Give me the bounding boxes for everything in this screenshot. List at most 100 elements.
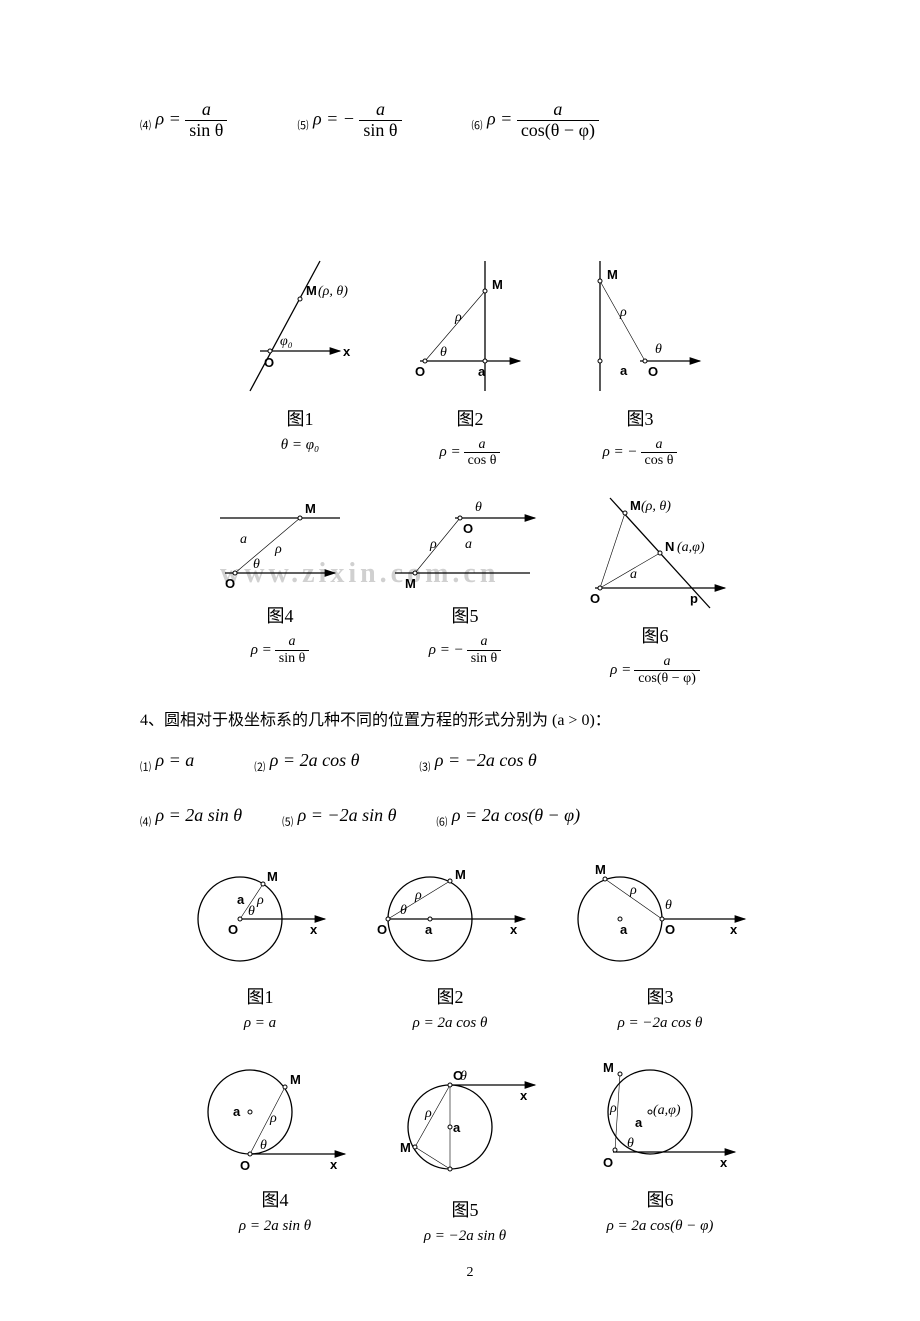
svg-text:ρ: ρ	[274, 542, 282, 557]
svg-text:M: M	[492, 277, 503, 292]
svg-text:a: a	[465, 537, 472, 552]
svg-text:a: a	[233, 1104, 241, 1119]
svg-text:O: O	[590, 591, 600, 606]
svg-text:x: x	[343, 344, 351, 359]
line-fig1-svg: M (ρ, θ) O x φ₀	[230, 251, 370, 401]
svg-text:θ: θ	[627, 1136, 634, 1151]
svg-text:θ: θ	[440, 345, 447, 360]
svg-text:θ: θ	[400, 903, 407, 918]
circle-fig4: M O x a ρ θ 图4 ρ = 2a sin θ	[195, 1052, 355, 1245]
svg-text:a: a	[240, 532, 247, 547]
line-fig5: M O θ ρ a 图5 ρ = −asin θ	[385, 488, 545, 686]
eq5: ⑸ ρ = − asin θ	[297, 100, 401, 141]
svg-text:O: O	[415, 364, 425, 379]
equation-row-2a: ⑴ ρ = a ⑵ ρ = 2a cos θ ⑶ ρ = −2a cos θ	[140, 750, 800, 775]
svg-text:ρ: ρ	[454, 310, 462, 325]
circle-fig1-svg: M O x a ρ θ	[185, 859, 335, 979]
circle-figures-row1: M O x a ρ θ 图1 ρ = a M O x a ρ θ 图2 ρ = …	[140, 859, 800, 1032]
svg-text:N: N	[665, 539, 674, 554]
line-fig3: M O ρ θ a 图3 ρ = −acos θ	[570, 251, 710, 469]
svg-text:M: M	[455, 867, 466, 882]
line-fig1: M (ρ, θ) O x φ₀ 图1 θ = φ₀	[230, 251, 370, 469]
svg-text:(ρ, θ): (ρ, θ)	[641, 499, 671, 514]
svg-text:θ: θ	[253, 557, 260, 572]
svg-text:O: O	[603, 1155, 613, 1170]
svg-text:ρ: ρ	[256, 893, 264, 908]
eq4: ⑷ ρ = asin θ	[140, 100, 227, 141]
svg-text:(a,φ): (a,φ)	[653, 1103, 681, 1118]
svg-text:O: O	[228, 922, 238, 937]
line-fig5-svg: M O θ ρ a	[385, 488, 545, 598]
svg-text:θ: θ	[655, 342, 662, 357]
svg-text:a: a	[237, 892, 245, 907]
line-figures-row2: M O a ρ θ 图4 ρ =asin θ M O θ ρ a 图5 ρ = …	[140, 488, 800, 686]
svg-text:O: O	[225, 576, 235, 591]
svg-text:a: a	[478, 364, 486, 379]
eq6: ⑹ ρ = acos(θ − φ)	[472, 100, 599, 141]
svg-text:M: M	[607, 267, 618, 282]
line-fig4: M O a ρ θ 图4 ρ =asin θ	[205, 488, 355, 686]
svg-text:M: M	[595, 862, 606, 877]
line-fig2-svg: M O ρ θ a	[400, 251, 540, 401]
circle-figures-row2: M O x a ρ θ 图4 ρ = 2a sin θ M O x a ρ	[140, 1052, 800, 1245]
circle-fig2-svg: M O x a ρ θ	[365, 859, 535, 979]
svg-text:M: M	[290, 1072, 301, 1087]
svg-text:x: x	[510, 922, 518, 937]
svg-text:O: O	[377, 922, 387, 937]
svg-text:x: x	[720, 1155, 728, 1170]
svg-text:O: O	[240, 1158, 250, 1173]
svg-text:ρ: ρ	[424, 1106, 432, 1121]
svg-text:O: O	[463, 521, 473, 536]
line-fig3-svg: M O ρ θ a	[570, 251, 710, 401]
svg-text:M: M	[306, 283, 317, 298]
circle-fig5: M O x a ρ θ 图5 ρ = −2a sin θ	[385, 1052, 545, 1245]
circle-fig6-svg: M O x a (a,φ) ρ θ	[575, 1052, 745, 1182]
svg-text:ρ: ρ	[429, 537, 437, 552]
line-fig2: M O ρ θ a 图2 ρ =acos θ	[400, 251, 540, 469]
circle-fig3-svg: M O x a ρ θ	[565, 859, 755, 979]
svg-text:ρ: ρ	[629, 883, 637, 898]
section2-intro: 4、圆相对于极坐标系的几种不同的位置方程的形式分别为 (a > 0)：	[140, 706, 800, 730]
svg-text:x: x	[520, 1088, 528, 1103]
svg-text:ρ: ρ	[414, 888, 422, 903]
equation-row-2b: ⑷ ρ = 2a sin θ ⑸ ρ = −2a sin θ ⑹ ρ = 2a …	[140, 805, 800, 830]
svg-text:a: a	[425, 922, 433, 937]
svg-text:O: O	[648, 364, 658, 379]
svg-text:θ: θ	[248, 904, 255, 919]
circle-fig5-svg: M O x a ρ θ	[385, 1052, 545, 1192]
circle-fig1: M O x a ρ θ 图1 ρ = a	[185, 859, 335, 1032]
circle-fig3: M O x a ρ θ 图3 ρ = −2a cos θ	[565, 859, 755, 1032]
svg-text:x: x	[730, 922, 738, 937]
svg-text:(a,φ): (a,φ)	[677, 540, 705, 555]
svg-text:a: a	[635, 1115, 643, 1130]
svg-text:ρ: ρ	[619, 305, 627, 320]
line-fig6: M (ρ, θ) N (a,φ) O p a 图6 ρ =acos(θ − φ)	[575, 488, 735, 686]
svg-text:φ₀: φ₀	[280, 334, 293, 349]
svg-text:O: O	[665, 922, 675, 937]
line-fig6-svg: M (ρ, θ) N (a,φ) O p a	[575, 488, 735, 618]
circle-fig4-svg: M O x a ρ θ	[195, 1052, 355, 1182]
circle-fig6: M O x a (a,φ) ρ θ 图6 ρ = 2a cos(θ − φ)	[575, 1052, 745, 1245]
svg-text:M: M	[305, 501, 316, 516]
svg-text:M: M	[603, 1060, 614, 1075]
svg-text:a: a	[630, 567, 637, 582]
svg-text:ρ: ρ	[269, 1111, 277, 1126]
svg-text:θ: θ	[665, 898, 672, 913]
svg-text:ρ: ρ	[609, 1101, 617, 1116]
svg-text:M: M	[630, 498, 641, 513]
svg-text:a: a	[620, 922, 628, 937]
svg-text:a: a	[620, 363, 628, 378]
svg-text:M: M	[405, 576, 416, 591]
svg-text:x: x	[310, 922, 318, 937]
svg-text:θ: θ	[260, 1138, 267, 1153]
page-number: 2	[140, 1265, 800, 1281]
line-figures-row1: M (ρ, θ) O x φ₀ 图1 θ = φ₀ M O ρ θ a 图2 ρ…	[140, 251, 800, 469]
svg-text:a: a	[453, 1120, 461, 1135]
svg-text:p: p	[690, 591, 698, 606]
svg-text:(ρ, θ): (ρ, θ)	[318, 284, 348, 299]
line-fig4-svg: M O a ρ θ	[205, 488, 355, 598]
equation-row-1: ⑷ ρ = asin θ ⑸ ρ = − asin θ ⑹ ρ = acos(θ…	[140, 100, 800, 141]
svg-text:θ: θ	[460, 1069, 467, 1084]
svg-text:M: M	[267, 869, 278, 884]
circle-fig2: M O x a ρ θ 图2 ρ = 2a cos θ	[365, 859, 535, 1032]
